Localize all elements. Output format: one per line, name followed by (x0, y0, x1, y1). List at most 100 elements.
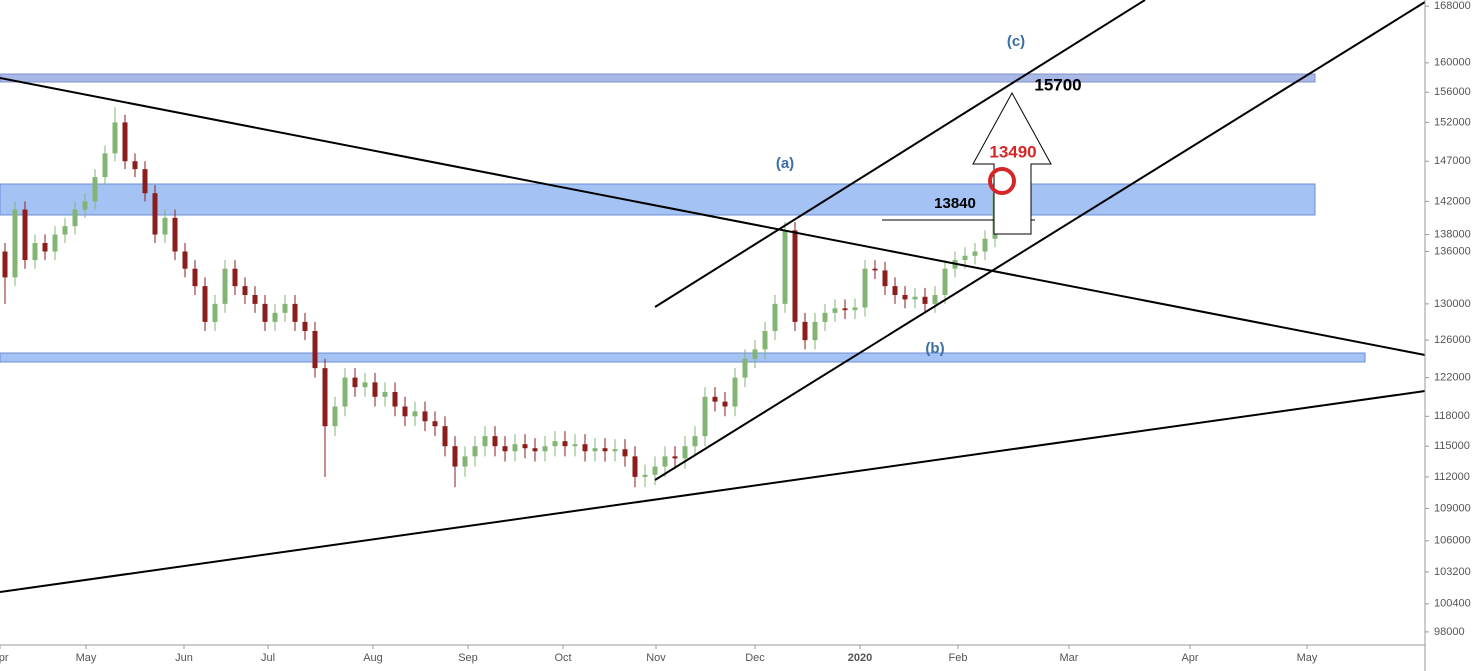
y-tick-label: 109000 (1434, 502, 1471, 514)
y-tick-label: 136000 (1434, 245, 1471, 257)
x-tick-label: Apr (0, 652, 9, 664)
x-tick-label: 2020 (848, 652, 872, 664)
annotation: (b) (925, 340, 944, 357)
candle-body (602, 448, 608, 452)
candle-body (812, 321, 818, 341)
candle-body (942, 268, 948, 295)
candle-body (2, 251, 8, 278)
candle-body (412, 411, 418, 417)
channel-line (654, 0, 1146, 308)
candle-body (102, 153, 108, 178)
x-tick-label: Aug (363, 652, 383, 664)
candle-body (772, 303, 778, 331)
candle-body (382, 391, 388, 397)
candle-body (322, 368, 328, 427)
candle-body (462, 456, 468, 467)
y-tick-label: 103200 (1434, 566, 1471, 578)
candle-body (712, 396, 718, 402)
candle-body (722, 401, 728, 407)
candle-body (12, 209, 18, 278)
candle-body (302, 321, 308, 331)
x-tick-label: Apr (1181, 652, 1198, 664)
candle-body (122, 122, 128, 162)
y-tick-label: 156000 (1434, 86, 1471, 98)
candle-body (832, 308, 838, 313)
trend-line (0, 390, 1426, 593)
candle-body (492, 436, 498, 447)
y-tick-label: 100400 (1434, 598, 1471, 610)
candle-body (912, 296, 918, 300)
y-tick-label: 98000 (1434, 626, 1465, 638)
annotation: 13840 (934, 195, 976, 212)
candle-body (82, 201, 88, 210)
candle-body (282, 303, 288, 313)
candle-body (982, 238, 988, 252)
candle-body (882, 270, 888, 287)
zone-low (0, 352, 1366, 363)
candle-body (372, 382, 378, 397)
candle-body (502, 446, 508, 452)
candle-body (622, 449, 628, 457)
candle-body (842, 308, 848, 311)
candle-body (292, 303, 298, 322)
annotation: 13490 (989, 142, 1036, 161)
candle-body (482, 436, 488, 447)
candle-body (822, 312, 828, 322)
candle-body (352, 377, 358, 388)
zones (0, 73, 1366, 363)
candle-body (852, 307, 858, 311)
candle-body (432, 421, 438, 427)
x-tick-label: May (1297, 652, 1318, 664)
candle-body (572, 444, 578, 447)
candle-body (392, 391, 398, 407)
candle-body (672, 456, 678, 459)
y-tick-label: 126000 (1434, 334, 1471, 346)
candle-body (162, 217, 168, 235)
channel-line (654, 1, 1426, 481)
candle-body (902, 294, 908, 300)
candle-body (562, 441, 568, 447)
y-tick-label: 152000 (1434, 116, 1471, 128)
candle-body (742, 358, 748, 378)
x-tick-label: Nov (646, 652, 666, 664)
candle-body (32, 242, 38, 261)
candle-body (892, 286, 898, 295)
candle-body (92, 177, 98, 202)
candle-body (532, 448, 538, 452)
y-tick-label: 138000 (1434, 228, 1471, 240)
candle-body (182, 251, 188, 269)
candle-body (442, 426, 448, 447)
candle-body (782, 230, 788, 304)
candle-body (542, 446, 548, 452)
trend-line (0, 77, 1426, 356)
candle-body (962, 255, 968, 261)
candle-body (762, 330, 768, 350)
y-tick-label: 142000 (1434, 195, 1471, 207)
candle-body (152, 193, 158, 235)
x-tick-label: May (76, 652, 97, 664)
candle-body (792, 230, 798, 322)
y-tick-label: 112000 (1434, 471, 1470, 483)
annotation: (a) (776, 155, 794, 172)
x-tick-label: Jun (175, 652, 193, 664)
candle-body (652, 466, 658, 475)
candle-body (312, 330, 318, 369)
x-tick-label: Oct (554, 652, 571, 664)
candle-body (422, 411, 428, 422)
candle-body (142, 169, 148, 194)
zone-top (0, 73, 1316, 83)
candle-body (752, 349, 758, 359)
candle-body (682, 446, 688, 459)
candle-body (862, 268, 868, 308)
y-tick-label: 168000 (1434, 0, 1471, 12)
candle-body (212, 303, 218, 322)
y-tick-label: 147000 (1434, 155, 1471, 167)
candle-body (362, 382, 368, 388)
candle-body (662, 456, 668, 467)
highlight-circle (988, 167, 1016, 195)
y-tick-label: 118000 (1434, 410, 1470, 422)
candle-body (702, 396, 708, 437)
candles (2, 107, 998, 488)
annotation: 15700 (1034, 75, 1081, 94)
